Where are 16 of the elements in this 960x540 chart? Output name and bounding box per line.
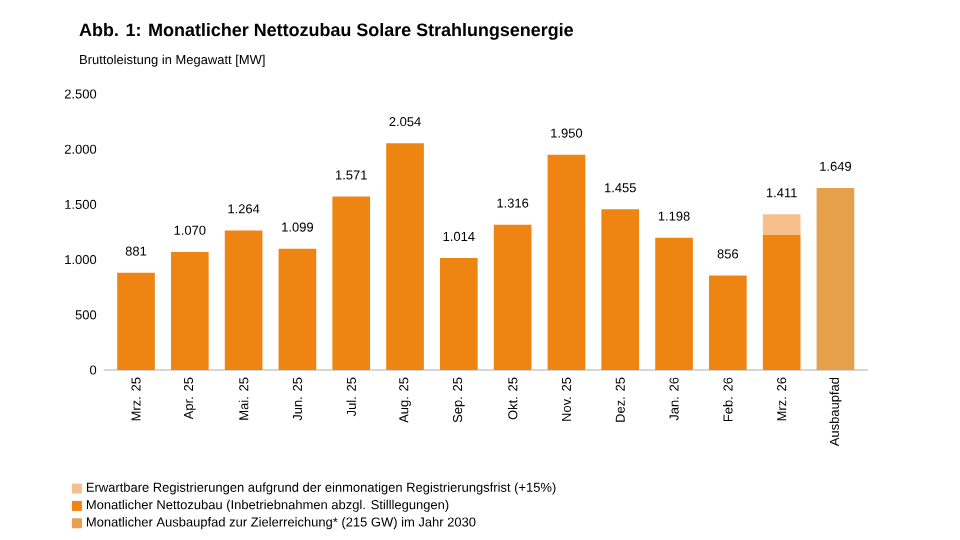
- bar: [816, 187, 855, 370]
- bar: [493, 224, 532, 370]
- bar: [762, 234, 801, 370]
- bar: [117, 272, 155, 370]
- bar: [224, 230, 263, 370]
- bar: [709, 275, 747, 370]
- bar: [655, 237, 693, 370]
- bar: [386, 143, 424, 370]
- bar: [440, 258, 478, 370]
- bar: [278, 248, 317, 370]
- bar: [547, 154, 586, 370]
- bar: [332, 196, 371, 370]
- bar: [170, 251, 209, 370]
- chart-title: Abb. 1: Monatlicher Nettozubau Solare Strahlungsenergie: [79, 23, 574, 40]
- bar: [601, 209, 640, 370]
- bar: [762, 214, 801, 235]
